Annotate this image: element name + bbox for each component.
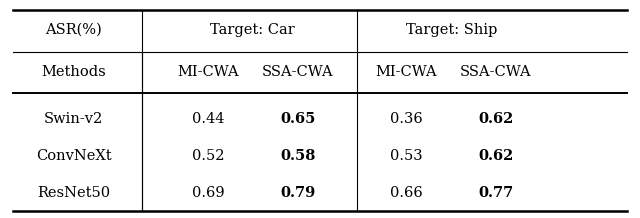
Text: Methods: Methods — [41, 65, 106, 79]
Text: 0.77: 0.77 — [478, 186, 514, 200]
Text: ResNet50: ResNet50 — [37, 186, 110, 200]
Text: 0.69: 0.69 — [192, 186, 224, 200]
Text: 0.44: 0.44 — [192, 112, 224, 126]
Text: 0.62: 0.62 — [478, 149, 514, 163]
Text: 0.62: 0.62 — [478, 112, 514, 126]
Text: MI-CWA: MI-CWA — [177, 65, 239, 79]
Text: Target: Car: Target: Car — [211, 23, 295, 37]
Text: SSA-CWA: SSA-CWA — [262, 65, 333, 79]
Text: 0.36: 0.36 — [390, 112, 423, 126]
Text: Swin-v2: Swin-v2 — [44, 112, 103, 126]
Text: ConvNeXt: ConvNeXt — [36, 149, 111, 163]
Text: 0.58: 0.58 — [280, 149, 316, 163]
Text: 0.53: 0.53 — [390, 149, 422, 163]
Text: Target: Ship: Target: Ship — [406, 23, 497, 37]
Text: MI-CWA: MI-CWA — [376, 65, 437, 79]
Text: SSA-CWA: SSA-CWA — [460, 65, 532, 79]
Text: 0.65: 0.65 — [280, 112, 316, 126]
Text: 0.66: 0.66 — [390, 186, 423, 200]
Text: 0.52: 0.52 — [192, 149, 224, 163]
Text: ASR(%): ASR(%) — [45, 23, 102, 37]
Text: 0.79: 0.79 — [280, 186, 316, 200]
